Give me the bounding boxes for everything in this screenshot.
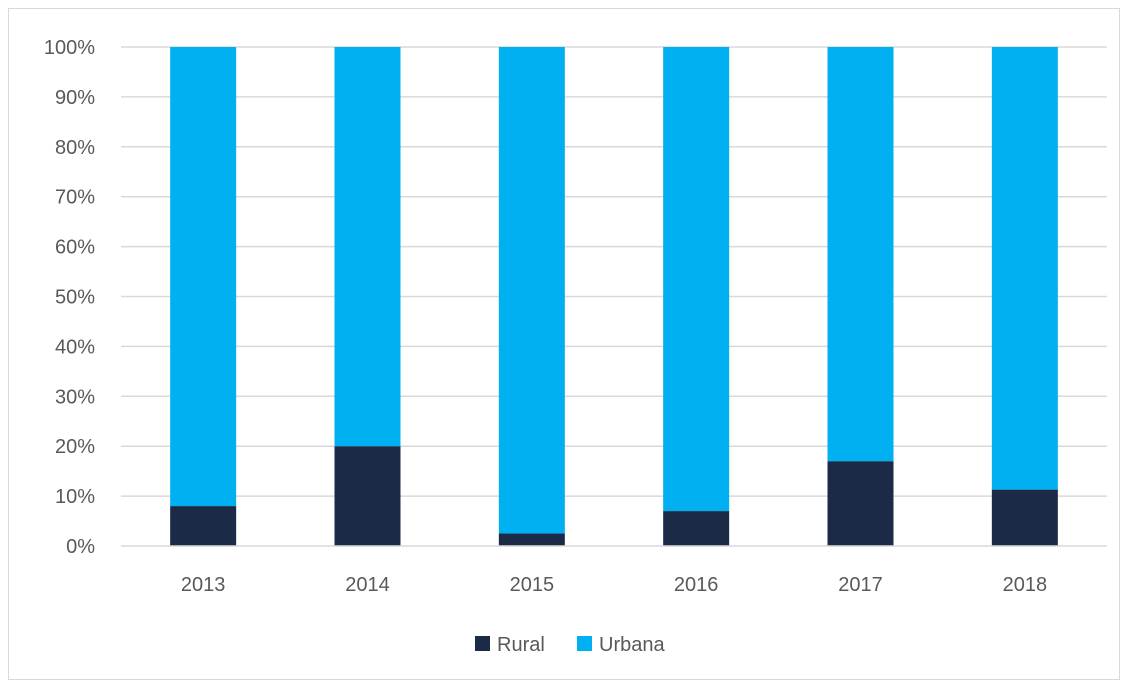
y-tick-label: 100% [44,37,95,59]
legend-item-rural: Rural [475,634,545,656]
chart-frame: 0% 10% 20% 30% 40% 50% 60% 70% 80% 90% 100% 2013 20… [8,8,1120,680]
legend-item-urbana: Urbana [577,634,665,656]
bar-urbana-2016 [663,47,730,512]
bar-urbana-2018 [991,47,1058,490]
legend-label: Rural [497,634,545,656]
legend-label: Urbana [599,634,665,656]
legend: Rural Urbana [475,634,665,656]
y-tick-label: 40% [55,336,95,358]
y-tick-label: 80% [55,137,95,159]
y-tick-label: 90% [55,87,95,109]
y-tick-label: 20% [55,436,95,458]
x-tick-label: 2017 [838,574,883,596]
x-axis-ticks: 2013 2014 2015 2016 2017 2018 [181,574,1047,596]
gridlines [121,46,1107,497]
x-tick-label: 2018 [1003,574,1048,596]
bar-rural-2017 [827,461,894,546]
x-tick-label: 2015 [510,574,555,596]
x-tick-label: 2014 [345,574,390,596]
bar-urbana-2014 [334,47,401,447]
legend-swatch [577,636,592,651]
legend-swatch [475,636,490,651]
x-tick-label: 2013 [181,574,226,596]
y-axis-ticks: 0% 10% 20% 30% 40% 50% 60% 70% 80% 90% 100% [44,37,95,558]
y-tick-label: 10% [55,486,95,508]
x-tick-label: 2016 [674,574,719,596]
y-tick-label: 60% [55,237,95,259]
bar-urbana-2017 [827,47,894,462]
bar-rural-2015 [498,533,565,546]
bars [170,47,1058,546]
y-tick-label: 50% [55,287,95,309]
bar-rural-2016 [663,511,730,546]
bar-urbana-2015 [498,47,565,534]
bar-urbana-2013 [170,47,237,507]
bar-rural-2013 [170,506,237,546]
y-tick-label: 30% [55,386,95,408]
y-tick-label: 0% [66,536,95,558]
y-tick-label: 70% [55,187,95,209]
stacked-bar-chart: 0%10%20%30%40%50%60%70%80%90%100% 2013 20… [44,37,1107,656]
bar-rural-2018 [991,489,1058,546]
bar-rural-2014 [334,446,401,546]
